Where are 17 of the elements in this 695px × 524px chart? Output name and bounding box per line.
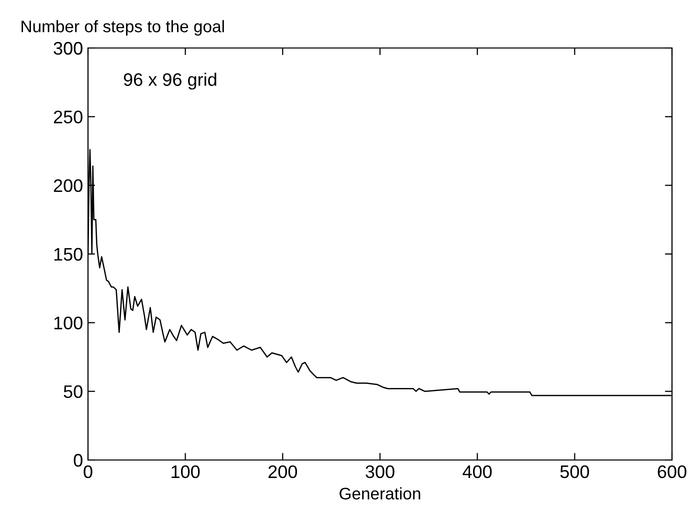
x-tick-label: 0 bbox=[84, 465, 92, 478]
x-tick-label: 200 bbox=[268, 465, 298, 478]
x-tick-label: 100 bbox=[172, 465, 200, 478]
x-tick-label: 500 bbox=[560, 465, 590, 478]
annotation: 96 x 96 grid bbox=[124, 72, 216, 90]
y-tick-label: 50 bbox=[64, 385, 82, 398]
y-tick-label: 0 bbox=[74, 454, 82, 467]
y-tick-label: 150 bbox=[54, 248, 82, 261]
x-axis-title: Generation bbox=[340, 487, 420, 500]
y-tick-label: 250 bbox=[54, 110, 82, 124]
x-tick-label: 400 bbox=[462, 465, 492, 478]
y-tick-label: 300 bbox=[54, 42, 82, 55]
y-axis-title: Number of steps to the goal bbox=[22, 20, 224, 36]
x-tick-label: 300 bbox=[366, 465, 394, 478]
y-tick-label: 100 bbox=[54, 316, 82, 330]
y-tick-label: 200 bbox=[54, 179, 82, 192]
x-tick-label: 600 bbox=[658, 465, 686, 478]
